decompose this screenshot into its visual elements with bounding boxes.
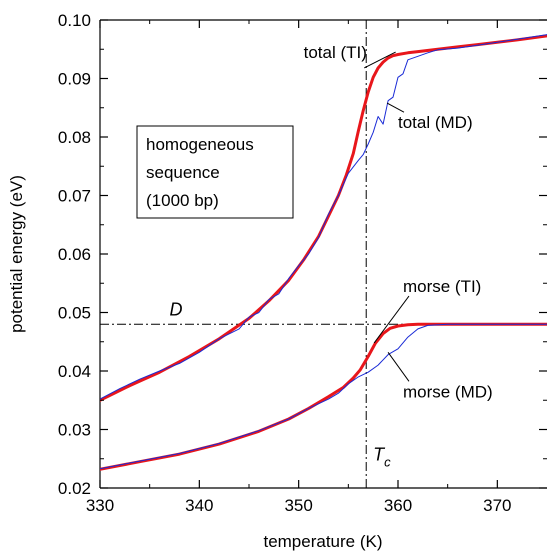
- annotation-morse-md-leader: [387, 351, 410, 382]
- annotation-morse-ti: morse (TI): [403, 277, 481, 296]
- x-tick-label: 340: [185, 496, 213, 515]
- annotation-morse-md: morse (MD): [403, 382, 493, 401]
- x-tick-label: 330: [86, 496, 114, 515]
- annotation-total-md: total (MD): [398, 113, 473, 132]
- y-tick-label: 0.09: [58, 70, 91, 89]
- y-tick-label: 0.03: [58, 421, 91, 440]
- y-tick-label: 0.04: [58, 362, 91, 381]
- plot-frame: [99, 19, 547, 489]
- legend-box-line: sequence: [146, 163, 220, 182]
- annotation-total-ti: total (TI): [304, 43, 367, 62]
- tc-subscript: c: [384, 455, 391, 470]
- x-tick-label: 350: [284, 496, 312, 515]
- legend-box-frame: [136, 125, 294, 219]
- series-total-md: [100, 34, 547, 400]
- y-tick-label: 0.08: [58, 128, 91, 147]
- legend-box-line: homogeneous: [146, 135, 254, 154]
- y-tick-label: 0.02: [58, 479, 91, 498]
- series-morse-md: [100, 323, 547, 470]
- y-tick-label: 0.10: [58, 11, 91, 30]
- annotation-morse-ti-leader: [373, 295, 410, 344]
- x-tick-label: 370: [483, 496, 511, 515]
- reference-lines: [100, 20, 547, 488]
- depth-label: D: [170, 299, 183, 319]
- annotation-total-ti-leader: [364, 51, 396, 69]
- tick-labels: 330 340 350 360 370 0.02 0.03 0.04 0.05 0.06 0.07 0…: [58, 11, 512, 515]
- axis-ticks: [99, 19, 547, 489]
- tc-label: Tc: [373, 445, 391, 470]
- legend-box: homogeneous sequence (1000 bp): [136, 125, 294, 219]
- x-axis-title: temperature (K): [263, 532, 382, 551]
- y-tick-label: 0.05: [58, 304, 91, 323]
- y-axis-title: potential energy (eV): [7, 175, 26, 333]
- series-layer: [100, 34, 547, 471]
- annotation-total-md-leader: [386, 102, 405, 113]
- y-tick-label: 0.06: [58, 245, 91, 264]
- x-tick-label: 360: [384, 496, 412, 515]
- legend-box-line: (1000 bp): [146, 191, 219, 210]
- y-tick-label: 0.07: [58, 187, 91, 206]
- series-morse-ti: [100, 322, 547, 471]
- annotation-layer: total (TI) total (MD) morse (TI) morse (MD)…: [170, 43, 493, 469]
